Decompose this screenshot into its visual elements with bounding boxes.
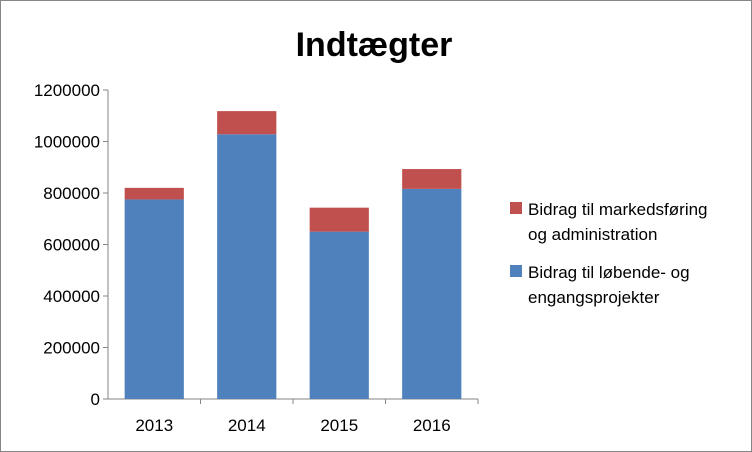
bar-2014-series-2 <box>217 111 277 135</box>
chart-title: Indtægter <box>296 26 453 64</box>
legend-label-series-1: engangsprojekter <box>528 288 660 307</box>
x-tick-label: 2015 <box>320 416 358 435</box>
x-tick-label: 2016 <box>413 416 451 435</box>
y-tick-label: 1200000 <box>34 81 100 100</box>
bar-2015-series-2 <box>309 207 369 232</box>
x-tick-label: 2014 <box>228 416 266 435</box>
y-tick-label: 0 <box>91 390 100 409</box>
y-tick-label: 800000 <box>43 184 100 203</box>
legend: Bidrag til markedsføring og administratio… <box>510 200 708 307</box>
bar-2014-series-1 <box>217 134 277 400</box>
y-tick-label: 200000 <box>43 339 100 358</box>
legend-label-series-1: Bidrag til løbende- og <box>528 263 690 282</box>
bar-2015-series-1 <box>309 231 369 399</box>
legend-label-series-2: og administration <box>528 225 657 244</box>
bar-2013-series-1 <box>124 199 184 399</box>
legend-swatch-series-2 <box>510 202 522 214</box>
legend-label-series-2: Bidrag til markedsføring <box>528 200 708 219</box>
bar-2013-series-2 <box>124 187 184 200</box>
plot-area: 0 200000 400000 600000 800000 1000000 1200000 2… <box>34 81 479 435</box>
bar-2016-series-1 <box>402 188 462 399</box>
y-tick-label: 600000 <box>43 236 100 255</box>
x-tick-label: 2013 <box>135 416 173 435</box>
y-tick-label: 400000 <box>43 287 100 306</box>
legend-swatch-series-1 <box>510 265 522 277</box>
y-tick-label: 1000000 <box>34 133 100 152</box>
bar-2016-series-2 <box>402 169 462 189</box>
